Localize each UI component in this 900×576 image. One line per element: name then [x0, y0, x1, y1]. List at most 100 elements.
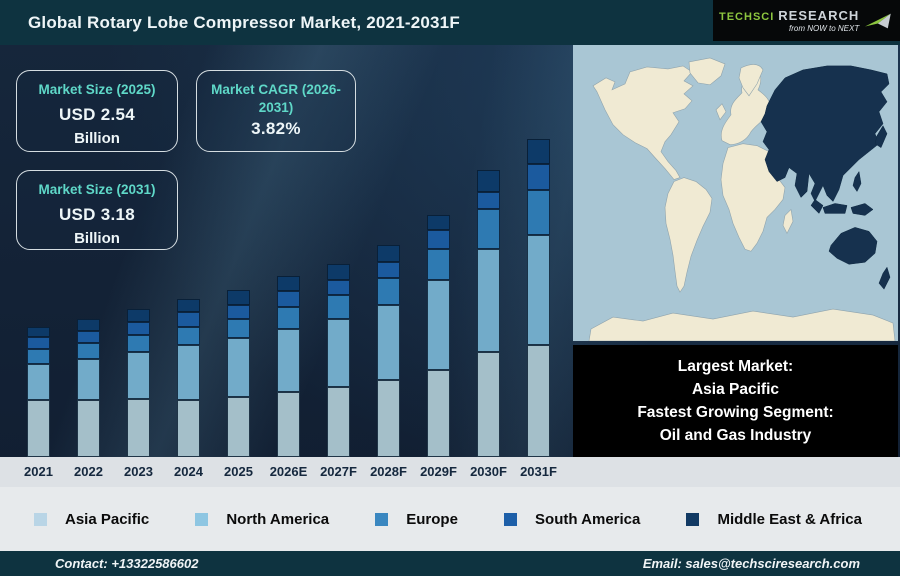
bar-segment-middle-east-africa	[477, 170, 500, 192]
map-europe	[720, 69, 771, 145]
footer-bar: Contact: +13322586602 Email: sales@techs…	[0, 551, 900, 576]
market-size-2031-label: Market Size (2031)	[38, 182, 156, 197]
footer-email: Email: sales@techsciresearch.com	[642, 556, 860, 571]
callout-line-4: Oil and Gas Industry	[659, 427, 812, 445]
bar-2024	[177, 299, 200, 457]
logo-brand-secondary: Research	[778, 8, 860, 23]
logo-text: TechSci Research from NOW to NEXT	[719, 8, 859, 33]
bar-segment-asia-pacific	[377, 380, 400, 457]
x-axis-label-2022: 2022	[74, 464, 103, 479]
bar-segment-asia-pacific	[477, 352, 500, 457]
bar-segment-south-america	[227, 305, 250, 319]
bar-segment-asia-pacific	[277, 392, 300, 457]
market-size-2025-box: Market Size (2025) USD 2.54 Billion	[16, 70, 178, 152]
bar-segment-middle-east-africa	[227, 290, 250, 305]
market-size-2025-value: USD 2.54	[58, 104, 136, 124]
market-size-2025-unit: Billion	[74, 129, 120, 147]
chart-legend: Asia Pacific North America Europe South Ame…	[0, 487, 900, 551]
page-title: Global Rotary Lobe Compressor Market, 20…	[28, 12, 460, 32]
map-philippines-highlight	[852, 170, 862, 192]
bar-segment-europe	[177, 327, 200, 345]
bar-2028f	[377, 245, 400, 457]
callout-line-1: Largest Market:	[677, 357, 794, 375]
bar-segment-north-america	[127, 352, 150, 399]
legend-swatch-europe	[375, 512, 389, 526]
map-antarctica	[588, 308, 896, 341]
legend-label-asia-pacific: Asia Pacific	[65, 510, 150, 528]
bar-segment-north-america	[27, 364, 50, 400]
bar-segment-europe	[377, 278, 400, 305]
legend-swatch-north-america	[195, 512, 209, 526]
bar-segment-north-america	[427, 280, 450, 370]
legend-swatch-south-america	[504, 512, 518, 526]
logo-brand-primary: TechSci	[719, 11, 775, 23]
bar-segment-middle-east-africa	[127, 309, 150, 322]
map-sumatra-highlight	[810, 199, 824, 214]
market-cagr-label: Market CAGR (2026-2031)	[211, 82, 341, 115]
x-axis-label-2029f: 2029F	[420, 464, 457, 479]
bar-segment-south-america	[377, 262, 400, 278]
bar-segment-south-america	[527, 164, 550, 190]
legend-swatch-middle-east-africa	[686, 512, 700, 526]
stacked-bar-chart	[0, 45, 573, 457]
map-south-america	[664, 177, 713, 293]
x-axis-label-2030f: 2030F	[470, 464, 507, 479]
bar-2025	[227, 290, 250, 457]
bar-segment-south-america	[127, 322, 150, 335]
bar-2030f	[477, 170, 500, 457]
bar-segment-middle-east-africa	[377, 245, 400, 262]
map-indonesia-highlight	[822, 203, 848, 214]
map-scandinavia	[738, 64, 764, 97]
legend-label-south-america: South America	[535, 510, 641, 528]
bar-segment-south-america	[327, 280, 350, 295]
bar-segment-middle-east-africa	[77, 319, 100, 331]
map-madagascar	[782, 208, 794, 235]
bar-segment-europe	[277, 307, 300, 329]
legend-label-europe: Europe	[406, 510, 458, 528]
bar-segment-south-america	[77, 331, 100, 343]
bar-segment-south-america	[177, 312, 200, 327]
market-cagr-value: 3.82%	[251, 119, 301, 139]
bar-segment-north-america	[377, 305, 400, 380]
bar-segment-south-america	[27, 337, 50, 349]
map-new-guinea-highlight	[850, 203, 874, 216]
x-axis-label-2023: 2023	[124, 464, 153, 479]
bar-segment-south-america	[427, 230, 450, 249]
bar-segment-europe	[77, 343, 100, 359]
bar-segment-south-america	[277, 291, 300, 307]
bar-segment-europe	[427, 249, 450, 280]
market-size-2031-unit: Billion	[74, 229, 120, 247]
bar-segment-asia-pacific	[527, 345, 550, 457]
map-united-kingdom	[715, 103, 727, 121]
bar-2023	[127, 309, 150, 457]
x-axis-label-2028f: 2028F	[370, 464, 407, 479]
bar-segment-north-america	[527, 235, 550, 345]
bar-segment-north-america	[327, 319, 350, 387]
legend-item-north-america: North America	[195, 511, 329, 528]
logo-tagline: from NOW to NEXT	[789, 24, 860, 33]
x-axis-label-2031f: 2031F	[520, 464, 557, 479]
x-axis-band: 2021 2022 2023 2024 2025 2026E 2027F 2028F 2029F…	[0, 457, 900, 487]
bar-segment-middle-east-africa	[27, 327, 50, 337]
x-axis-label-2026e: 2026E	[269, 464, 308, 479]
bar-segment-europe	[527, 190, 550, 235]
bar-segment-south-america	[477, 192, 500, 209]
bar-segment-asia-pacific	[127, 399, 150, 457]
bar-2021	[27, 327, 50, 457]
footer-contact: Contact: +13322586602	[55, 556, 199, 571]
x-axis-label-2025: 2025	[224, 464, 253, 479]
x-axis-label-2027f: 2027F	[320, 464, 357, 479]
bar-segment-europe	[327, 295, 350, 319]
bar-segment-europe	[477, 209, 500, 249]
market-size-2031-value: USD 3.18	[58, 204, 136, 224]
bar-segment-europe	[127, 335, 150, 352]
x-axis-label-2021: 2021	[24, 464, 53, 479]
bar-segment-north-america	[277, 329, 300, 392]
legend-label-middle-east-africa: Middle East & Africa	[717, 510, 862, 528]
bar-2031f	[527, 139, 550, 457]
legend-label-north-america: North America	[226, 510, 330, 528]
bar-segment-asia-pacific	[227, 397, 250, 457]
x-axis-label-2024: 2024	[174, 464, 203, 479]
bar-segment-middle-east-africa	[277, 276, 300, 291]
bar-segment-north-america	[227, 338, 250, 397]
